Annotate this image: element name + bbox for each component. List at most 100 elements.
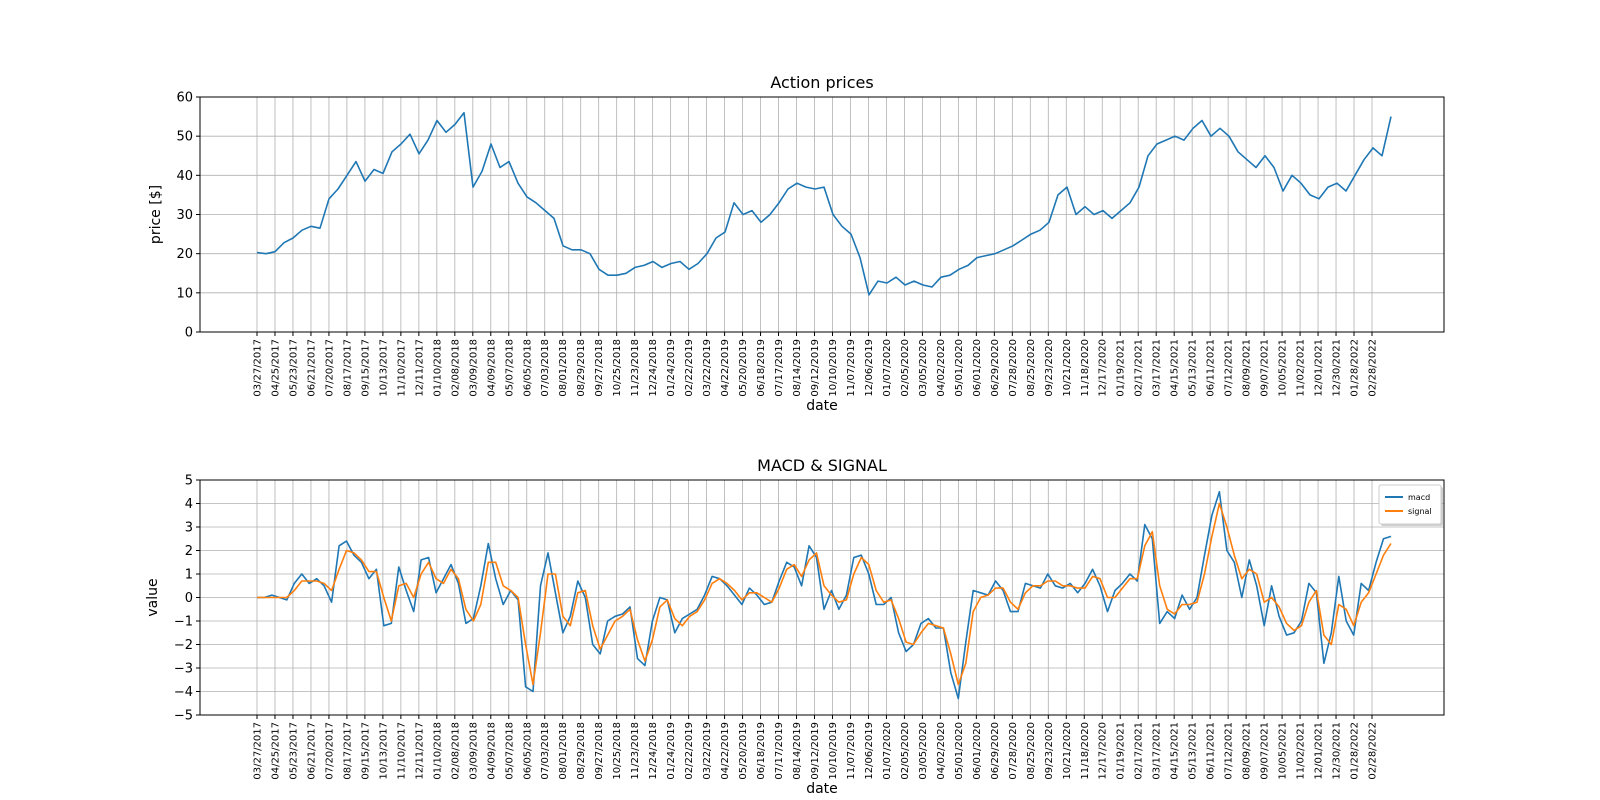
x-tick-label: 03/22/2019 [702,722,713,780]
x-tick-label: 05/23/2017 [288,339,299,397]
x-tick-label: 07/28/2020 [1008,722,1019,780]
x-tick-label: 08/17/2017 [342,722,353,780]
x-tick-label: 07/17/2019 [774,339,785,397]
x-tick-label: 09/15/2017 [360,722,371,780]
x-tick-label: 12/30/2021 [1332,722,1343,780]
x-tick-label: 07/12/2021 [1224,339,1235,397]
chart-title: Action prices [770,73,873,92]
x-tick-label: 11/10/2017 [396,339,407,397]
x-tick-label: 07/17/2019 [774,722,785,780]
x-tick-label: 05/01/2020 [954,339,965,397]
x-tick-label: 04/09/2018 [486,722,497,780]
x-tick-label: 02/05/2020 [900,722,911,780]
x-tick-label: 03/27/2017 [253,722,264,780]
x-tick-label: 11/18/2020 [1080,339,1091,397]
x-tick-label: 10/10/2019 [828,339,839,397]
x-tick-label: 05/01/2020 [954,722,965,780]
x-tick-label: 03/17/2021 [1152,339,1163,397]
x-tick-label: 10/21/2020 [1062,339,1073,397]
x-tick-label: 02/22/2019 [684,339,695,397]
x-axis-label: date [806,781,838,797]
x-tick-label: 01/10/2018 [432,722,443,780]
x-tick-label: 07/20/2017 [324,722,335,780]
x-tick-label: 12/11/2017 [414,722,425,780]
macd-chart: −5 −4 −3 −2 −1 0 1 2 3 4 5 03/27/2017 04/25/2017 05/2… [145,456,1445,797]
x-tick-label: 11/02/2021 [1296,339,1307,397]
x-tick-label: 01/10/2018 [432,339,443,397]
x-tick-label: 10/10/2019 [828,722,839,780]
x-tick-label: 04/22/2019 [720,339,731,397]
y-axis-label: price [$] [148,185,164,244]
y-tick-label: 10 [176,286,193,301]
x-tick-label: 02/17/2021 [1134,339,1145,397]
x-tick-label: 04/25/2017 [270,339,281,397]
y-tick-label: 20 [176,247,193,262]
x-tick-label: 07/12/2021 [1224,722,1235,780]
x-tick-label: 05/13/2021 [1188,339,1199,397]
x-tick-label: 12/17/2020 [1098,722,1109,780]
x-tick-label: 03/22/2019 [702,339,713,397]
y-tick-label: 60 [176,91,193,106]
x-tick-label: 05/07/2018 [504,339,515,397]
x-tick-label: 03/27/2017 [253,339,264,397]
x-tick-label: 05/07/2018 [504,722,515,780]
x-tick-label: 09/27/2018 [594,722,605,780]
x-tick-label: 01/24/2019 [666,722,677,780]
x-tick-label: 08/09/2021 [1242,339,1253,397]
price-chart: 0 10 20 30 40 50 60 03/27/2017 04/25/2017 05/23/2… [148,73,1445,414]
x-tick-label: 06/01/2020 [972,339,983,397]
x-tick-label: 12/01/2021 [1314,722,1325,780]
x-tick-label: 09/12/2019 [810,339,821,397]
x-tick-label: 06/05/2018 [522,722,533,780]
signal-series-line [257,502,1392,686]
x-tick-label: 09/12/2019 [810,722,821,780]
x-tick-label: 09/27/2018 [594,339,605,397]
x-tick-label: 01/28/2022 [1350,339,1361,397]
x-tick-label: 09/23/2020 [1044,722,1055,780]
x-tick-label: 06/21/2017 [306,339,317,397]
x-tick-label: 04/15/2021 [1170,722,1181,780]
y-tick-label: −2 [174,638,193,653]
y-tick-label: −5 [174,709,193,724]
x-tick-label: 05/23/2017 [288,722,299,780]
x-tick-label: 08/14/2019 [792,722,803,780]
x-tick-label: 12/24/2018 [648,722,659,780]
x-tick-label: 01/24/2019 [666,339,677,397]
x-tick-label: 06/11/2021 [1206,722,1217,780]
y-tick-label: 40 [176,169,193,184]
x-tick-label: 06/05/2018 [522,339,533,397]
x-tick-label: 11/18/2020 [1080,722,1091,780]
x-tick-label: 10/25/2018 [612,722,623,780]
x-tick-label: 02/22/2019 [684,722,695,780]
x-tick-label: 04/02/2020 [936,722,947,780]
x-tick-label: 04/15/2021 [1170,339,1181,397]
x-tick-label: 01/07/2020 [882,339,893,397]
x-tick-label: 10/05/2021 [1278,339,1289,397]
x-tick-label: 08/25/2020 [1026,722,1037,780]
x-tick-label: 07/03/2018 [540,339,551,397]
x-tick-label: 04/22/2019 [720,722,731,780]
x-tick-label: 06/21/2017 [306,722,317,780]
x-tick-label: 03/09/2018 [468,722,479,780]
y-tick-label: 1 [185,568,193,583]
x-tick-label: 05/20/2019 [738,722,749,780]
x-tick-label: 12/24/2018 [648,339,659,397]
x-tick-label: 02/08/2018 [450,339,461,397]
x-tick-label: 02/28/2022 [1368,722,1379,780]
x-tick-label: 02/08/2018 [450,722,461,780]
legend-box [1378,484,1442,525]
x-tick-label: 11/02/2021 [1296,722,1307,780]
x-tick-label: 12/11/2017 [414,339,425,397]
grid [200,96,1444,333]
y-tick-label: −3 [174,662,193,677]
x-tick-label: 08/01/2018 [558,339,569,397]
x-tick-label: 01/07/2020 [882,722,893,780]
y-tick-label: 50 [176,130,193,145]
x-tick-label: 04/09/2018 [486,339,497,397]
x-tick-label: 08/29/2018 [576,722,587,780]
price-series-line [256,111,1392,296]
x-tick-label: 09/07/2021 [1260,722,1271,780]
x-tick-label: 08/09/2021 [1242,722,1253,780]
x-tick-label: 08/14/2019 [792,339,803,397]
